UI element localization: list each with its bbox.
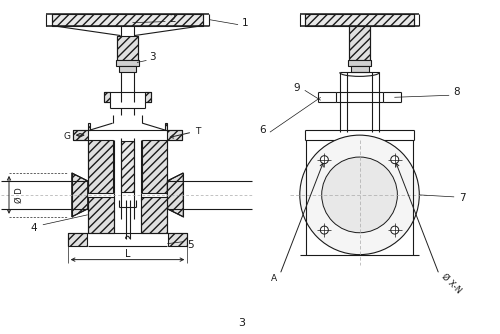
Bar (146, 92, 152, 102)
Bar (88, 140, 112, 193)
Circle shape (320, 156, 328, 164)
Text: A: A (271, 274, 277, 283)
Bar (116, 60, 139, 66)
Bar (104, 92, 110, 102)
Text: L: L (125, 248, 130, 259)
Bar (142, 140, 168, 193)
Text: T: T (196, 127, 201, 136)
Text: G: G (64, 132, 70, 141)
Text: 4: 4 (30, 223, 37, 233)
Text: Ø D: Ø D (14, 187, 24, 203)
Bar (72, 130, 88, 140)
Bar (168, 233, 188, 246)
Circle shape (320, 226, 328, 234)
Text: 3: 3 (149, 52, 156, 62)
Bar (350, 66, 368, 72)
Bar (68, 233, 86, 246)
Text: 9: 9 (294, 83, 300, 93)
Bar (118, 66, 136, 72)
Text: 5: 5 (187, 240, 194, 250)
Bar (166, 123, 168, 130)
Circle shape (391, 226, 398, 234)
Bar (88, 197, 114, 233)
Bar (88, 123, 90, 130)
Bar (142, 197, 168, 233)
Text: 6: 6 (260, 125, 266, 135)
Text: 2: 2 (169, 14, 175, 24)
Text: Ø X-N: Ø X-N (440, 272, 463, 295)
Bar (348, 60, 371, 66)
Bar (349, 26, 370, 60)
Bar (121, 141, 134, 192)
Bar (305, 14, 414, 26)
Circle shape (391, 156, 398, 164)
Text: 3: 3 (238, 318, 246, 328)
Bar (168, 130, 182, 140)
Polygon shape (168, 173, 184, 217)
Polygon shape (72, 173, 88, 217)
Circle shape (300, 135, 420, 255)
Circle shape (322, 157, 398, 233)
Text: 8: 8 (453, 87, 460, 97)
Bar (117, 35, 138, 60)
Text: 1: 1 (242, 18, 248, 28)
Text: 7: 7 (459, 193, 466, 203)
Circle shape (328, 163, 392, 227)
Bar (52, 14, 203, 26)
